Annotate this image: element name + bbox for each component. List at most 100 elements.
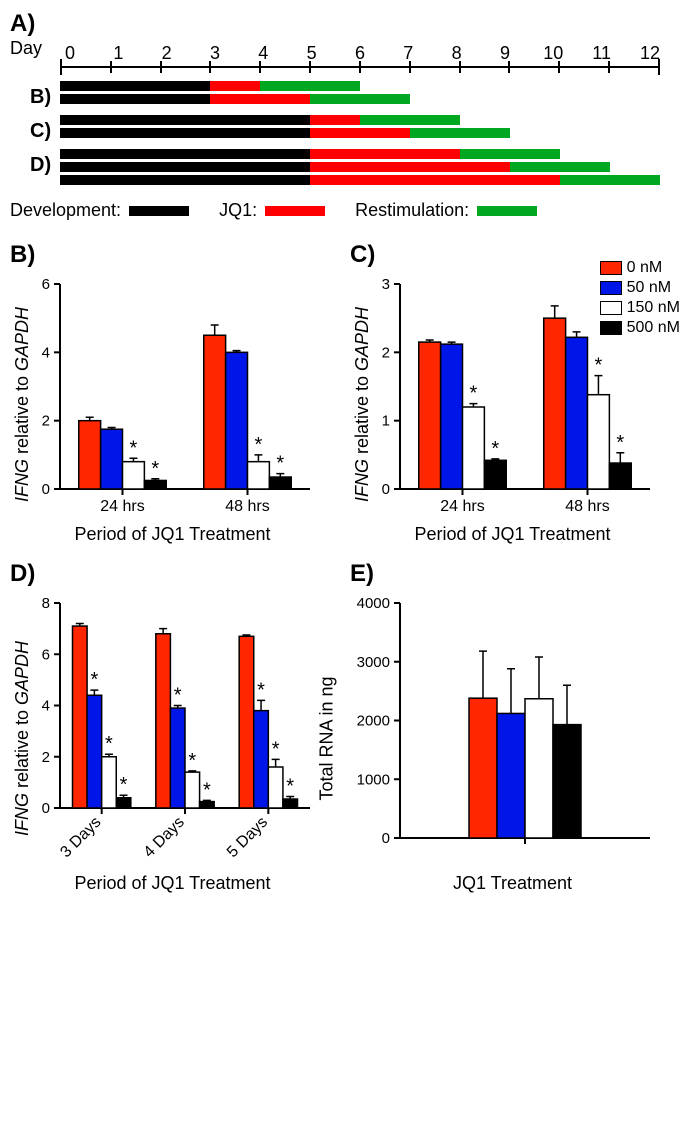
x-tick-label: 24 hrs [440, 498, 484, 515]
bar [79, 421, 101, 489]
timeline-group-label: D) [30, 154, 60, 177]
significance-marker: * [203, 779, 211, 801]
dose-legend: 0 nM50 nM150 nM500 nM [600, 259, 680, 339]
bar [123, 462, 145, 489]
x-tick-label: 48 hrs [565, 498, 609, 515]
x-tick-label: 24 hrs [100, 498, 144, 515]
timeline-bar [60, 128, 510, 138]
bar [566, 337, 588, 489]
timeline-bar [60, 115, 510, 125]
bar [170, 708, 185, 808]
svg-text:3: 3 [382, 276, 390, 293]
bar-chart: 0246**24 hrs**48 hrs [10, 269, 320, 519]
y-axis-label: Total RNA in ng [317, 676, 338, 800]
bar [553, 725, 581, 838]
panel-a: A) Day 0123456789101112 B)C)D) Developme… [10, 10, 675, 221]
panel-d: D) 02468***3 Days***4 Days***5 DaysIFNG … [10, 560, 335, 894]
bar-chart: 02468***3 Days***4 Days***5 Days [10, 588, 320, 868]
svg-text:4: 4 [42, 344, 50, 361]
panel-e-xlabel: JQ1 Treatment [350, 873, 675, 894]
y-axis-label: IFNG relative to GAPDH [352, 307, 373, 502]
bar [185, 772, 200, 808]
significance-marker: * [257, 679, 265, 701]
significance-marker: * [276, 453, 284, 475]
bar [116, 798, 131, 808]
significance-marker: * [272, 738, 280, 760]
legend-label: 50 nM [627, 279, 671, 297]
significance-marker: * [286, 775, 294, 797]
significance-marker: * [90, 669, 98, 691]
x-tick-label: 5 Days [224, 814, 271, 861]
legend-swatch [600, 321, 622, 335]
timeline-bar [60, 175, 660, 185]
svg-text:2: 2 [42, 413, 50, 430]
significance-marker: * [120, 774, 128, 796]
legend-swatch [600, 301, 622, 315]
timeline-bar [60, 162, 660, 172]
legend-swatch [600, 261, 622, 275]
bar [469, 698, 497, 838]
significance-marker: * [595, 355, 603, 377]
panel-d-label: D) [10, 560, 335, 588]
legend-swatch [600, 281, 622, 295]
timeline-bar [60, 81, 410, 91]
panel-b: B) 0246**24 hrs**48 hrsIFNG relative to … [10, 241, 335, 545]
panel-d-xlabel: Period of JQ1 Treatment [10, 873, 335, 894]
bar [544, 318, 566, 489]
svg-text:0: 0 [42, 481, 50, 498]
bar [419, 342, 441, 489]
svg-text:0: 0 [382, 481, 390, 498]
panel-b-xlabel: Period of JQ1 Treatment [10, 524, 335, 545]
x-tick-label: 3 Days [57, 814, 104, 861]
panel-e: E) 01000200030004000Total RNA in ng JQ1 … [350, 560, 675, 894]
bar [200, 802, 215, 808]
panel-c: C) 0123**24 hrs**48 hrsIFNG relative to … [350, 241, 675, 545]
bar [226, 352, 248, 489]
panel-a-label: A) [10, 10, 675, 38]
legend-item: JQ1: [219, 200, 325, 221]
svg-text:0: 0 [42, 800, 50, 817]
bar [87, 695, 102, 808]
bar-chart: 01000200030004000 [350, 588, 660, 868]
bar [144, 480, 166, 489]
svg-text:2000: 2000 [357, 713, 390, 730]
legend-label: 500 nM [627, 319, 680, 337]
bar [588, 395, 610, 489]
panel-e-label: E) [350, 560, 675, 588]
panel-c-xlabel: Period of JQ1 Treatment [350, 524, 675, 545]
bar [283, 799, 298, 808]
bar [156, 634, 171, 808]
bar [441, 344, 463, 489]
legend-label: 150 nM [627, 299, 680, 317]
bar [269, 477, 291, 489]
significance-marker: * [255, 434, 263, 456]
significance-marker: * [130, 437, 138, 459]
bar [239, 636, 254, 808]
svg-text:2: 2 [382, 344, 390, 361]
svg-text:8: 8 [42, 595, 50, 612]
svg-text:2: 2 [42, 749, 50, 766]
bar [463, 407, 485, 489]
bar [248, 462, 270, 489]
legend-item: Restimulation: [355, 200, 537, 221]
svg-text:1: 1 [382, 413, 390, 430]
panel-b-label: B) [10, 241, 335, 269]
x-tick-label: 4 Days [141, 814, 188, 861]
y-axis-label: IFNG relative to GAPDH [12, 307, 33, 502]
svg-text:0: 0 [382, 830, 390, 847]
significance-marker: * [616, 432, 624, 454]
x-tick-label: 48 hrs [225, 498, 269, 515]
significance-marker: * [151, 458, 159, 480]
significance-marker: * [188, 750, 196, 772]
svg-text:1000: 1000 [357, 771, 390, 788]
bar [254, 711, 269, 808]
svg-text:4000: 4000 [357, 595, 390, 612]
bar [73, 626, 88, 808]
timeline-group-label: B) [30, 86, 60, 109]
timeline-bar [60, 94, 410, 104]
bar [268, 767, 283, 808]
legend-item: Development: [10, 200, 189, 221]
significance-marker: * [105, 733, 113, 755]
significance-marker: * [470, 383, 478, 405]
timeline-group-label: C) [30, 120, 60, 143]
